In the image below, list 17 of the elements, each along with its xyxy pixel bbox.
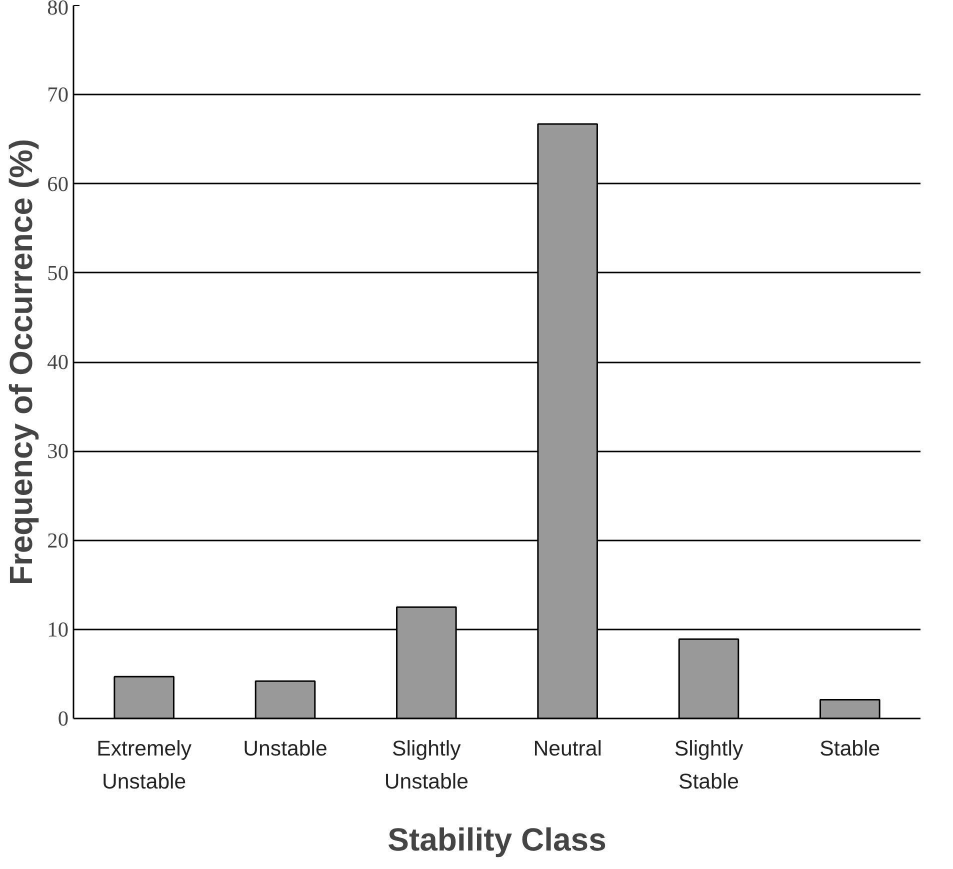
- y-tick-label: 40: [47, 350, 68, 374]
- category-label: Extremely Unstable: [96, 736, 192, 794]
- y-tick-label: 50: [47, 260, 68, 285]
- y-tick-label: 60: [47, 172, 68, 196]
- y-tick-label: 30: [47, 439, 68, 464]
- x-axis-title: Stability Class: [388, 822, 606, 858]
- x-tick-label: Unstable: [243, 736, 328, 760]
- y-tick-label: 20: [47, 528, 68, 552]
- x-tick-label: Neutral: [533, 736, 602, 760]
- x-tick-label: Stable: [820, 736, 880, 760]
- y-tick-label: 0: [58, 706, 69, 730]
- y-axis-title: Frequency of Occurrence (%): [3, 138, 40, 586]
- y-tick-label: 80: [47, 0, 68, 20]
- category-label: Slightly Stable: [674, 736, 744, 794]
- y-tick-label: 10: [47, 617, 68, 642]
- y-tick-label: 70: [47, 82, 68, 107]
- category-label: Slightly Unstable: [384, 736, 469, 794]
